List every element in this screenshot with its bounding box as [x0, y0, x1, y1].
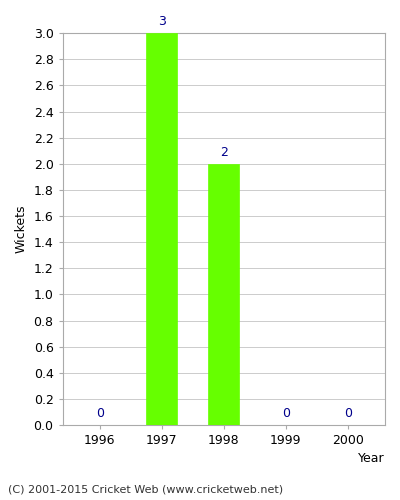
Text: 0: 0	[96, 407, 104, 420]
Text: (C) 2001-2015 Cricket Web (www.cricketweb.net): (C) 2001-2015 Cricket Web (www.cricketwe…	[8, 485, 283, 495]
Text: Year: Year	[358, 452, 385, 466]
Text: 3: 3	[158, 15, 166, 28]
Bar	[146, 33, 177, 425]
Text: 0: 0	[344, 407, 352, 420]
Text: 2: 2	[220, 146, 228, 158]
Y-axis label: Wickets: Wickets	[15, 205, 28, 254]
Text: 0: 0	[282, 407, 290, 420]
Bar	[208, 164, 239, 425]
